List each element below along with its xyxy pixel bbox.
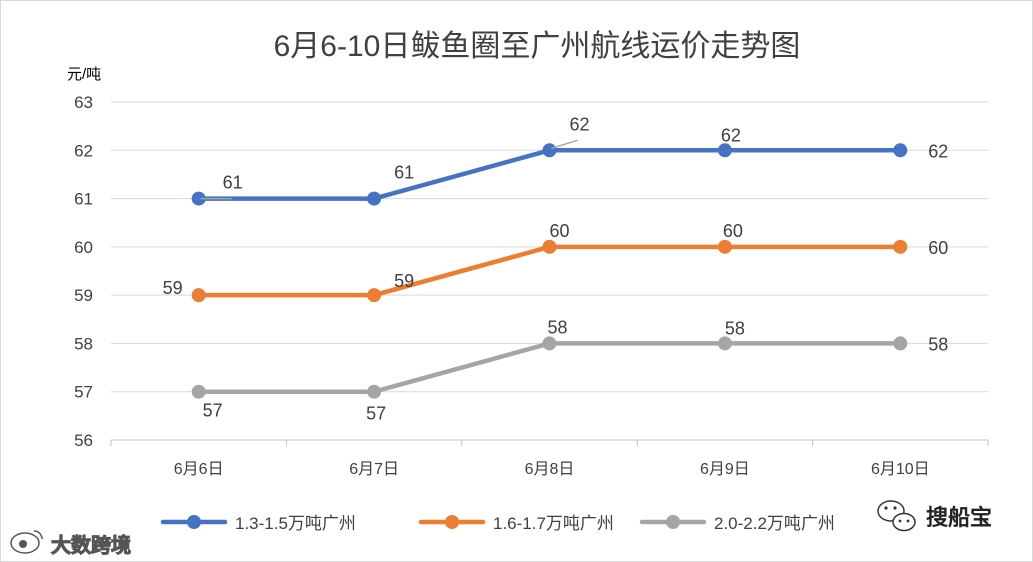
data-label: 61 bbox=[394, 163, 414, 183]
data-point bbox=[893, 239, 908, 254]
data-label: 60 bbox=[723, 221, 743, 241]
data-point bbox=[191, 288, 206, 303]
legend-swatch-marker bbox=[187, 515, 201, 529]
data-label: 59 bbox=[163, 278, 183, 298]
data-label: 61 bbox=[223, 173, 243, 193]
data-label: 62 bbox=[928, 141, 948, 161]
data-point bbox=[367, 191, 382, 206]
data-label: 58 bbox=[725, 318, 745, 338]
legend-entry: 1.6-1.7万吨广州 bbox=[493, 514, 614, 533]
label-leader-line bbox=[551, 139, 578, 150]
data-point bbox=[367, 384, 382, 399]
watermark-right: 搜船宝 bbox=[877, 500, 992, 532]
data-label: 60 bbox=[549, 221, 569, 241]
y-tick-label: 58 bbox=[74, 334, 93, 353]
data-labels: 61 61 62 62 62 59 59 60 60 60 57 57 58 58 58 bbox=[163, 114, 949, 423]
x-tick-label: 6月10日 bbox=[871, 461, 930, 478]
legend-swatch-marker bbox=[445, 515, 459, 529]
weibo-icon bbox=[10, 530, 43, 554]
watermark-right-text: 搜船宝 bbox=[926, 505, 992, 530]
data-point bbox=[717, 239, 732, 254]
data-label: 62 bbox=[721, 125, 741, 145]
watermark-left-text: 大数跨境 bbox=[51, 533, 131, 557]
wechat-icon bbox=[877, 500, 916, 532]
x-tick-label: 6月6日 bbox=[174, 461, 224, 478]
y-tick-label: 60 bbox=[74, 238, 93, 257]
chart-title: 6月6-10日鲅鱼圈至广州航线运价走势图 bbox=[274, 30, 801, 63]
data-label: 58 bbox=[928, 334, 948, 354]
data-label: 60 bbox=[928, 238, 948, 258]
y-tick-label: 62 bbox=[74, 141, 93, 160]
x-tick-label: 6月9日 bbox=[700, 461, 750, 478]
data-point bbox=[367, 288, 382, 303]
watermark-left: 大数跨境 bbox=[10, 530, 132, 558]
data-point bbox=[191, 191, 206, 206]
data-label: 62 bbox=[569, 114, 589, 134]
data-point bbox=[893, 336, 908, 351]
data-point bbox=[542, 143, 557, 158]
x-tick-label: 6月7日 bbox=[349, 461, 399, 478]
series-line-2 bbox=[196, 244, 903, 298]
data-label: 57 bbox=[366, 404, 386, 424]
legend: 1.3-1.5万吨广州 1.6-1.7万吨广州 2.0-2.2万吨广州 bbox=[160, 514, 835, 533]
y-tick-label: 61 bbox=[74, 190, 93, 209]
data-label: 58 bbox=[547, 317, 567, 337]
data-label: 59 bbox=[394, 271, 414, 291]
series-line-3 bbox=[196, 341, 903, 394]
data-point bbox=[191, 384, 206, 399]
y-tick-label: 57 bbox=[74, 383, 93, 402]
x-tick-label: 6月8日 bbox=[525, 461, 575, 478]
data-point bbox=[717, 336, 732, 351]
legend-entry: 1.3-1.5万吨广州 bbox=[235, 514, 356, 533]
series-line-1 bbox=[196, 148, 903, 201]
data-point bbox=[893, 143, 908, 158]
legend-entry: 2.0-2.2万吨广州 bbox=[714, 514, 835, 533]
legend-swatch-marker bbox=[666, 515, 680, 529]
y-tick-label: 59 bbox=[74, 286, 93, 305]
data-label: 57 bbox=[203, 401, 223, 421]
y-tick-label: 63 bbox=[74, 93, 93, 112]
y-axis-ticks: 56 57 58 59 60 61 62 63 bbox=[74, 93, 93, 450]
data-point bbox=[542, 336, 557, 351]
y-axis-unit-label: 元/吨 bbox=[67, 66, 101, 83]
y-tick-label: 56 bbox=[74, 431, 93, 450]
data-point bbox=[542, 239, 557, 254]
x-axis: 6月6日 6月7日 6月8日 6月9日 6月10日 bbox=[110, 439, 989, 478]
series-layer bbox=[191, 143, 908, 399]
data-point bbox=[717, 143, 732, 158]
